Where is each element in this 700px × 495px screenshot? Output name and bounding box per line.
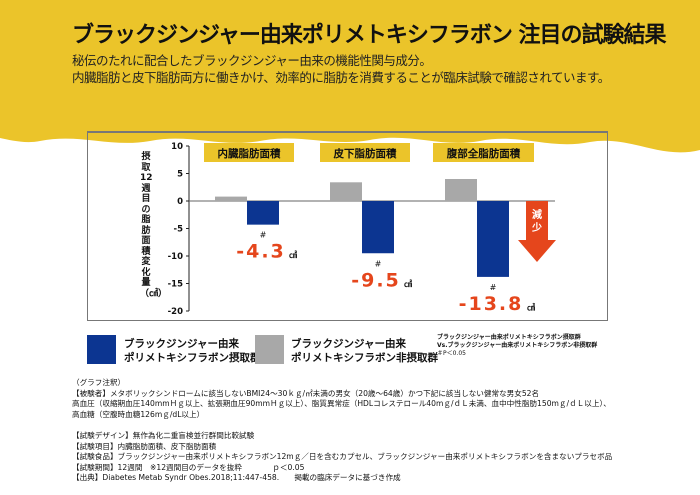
- category-label-box: [320, 143, 410, 162]
- y-tick-label: 0: [177, 197, 183, 207]
- y-tick-label: -10: [168, 252, 183, 262]
- y-tick-label: 10: [171, 142, 183, 152]
- intro-line: 秘伝のたれに配合したブラックジンジャー由来の機能性関与成分。: [72, 53, 432, 68]
- intro-text: 秘伝のたれに配合したブラックジンジャー由来の機能性関与成分。 内臓脂肪と皮下脂肪…: [72, 52, 610, 86]
- unit-label: ㎠: [404, 278, 412, 288]
- category-label: 内臓脂肪面積: [218, 147, 281, 160]
- footnote-line: 高血圧（収縮期血圧140mmＨｇ以上、拡張期血圧90mmＨｇ以上）、脂質異常症（…: [72, 399, 611, 409]
- bar-treated: [362, 201, 394, 254]
- footnotes: （グラフ注釈） 【被験者】メタボリックシンドロームに該当しないBMI24～30ｋｇ…: [72, 378, 612, 484]
- data-label: -9.5: [351, 269, 401, 291]
- legend-text: ブラックジンジャー由来: [124, 338, 239, 350]
- significance-mark: #: [260, 231, 267, 240]
- significance-note: ブラックジンジャー由来ポリメトキシフラボン摂取群 Vs.ブラックジンジャー由来ポリ…: [437, 334, 597, 358]
- category-label-box: [433, 143, 534, 162]
- significance-mark: #: [490, 283, 497, 292]
- footnote-line: 【出典】Diabetes Metab Syndr Obes.2018;11:44…: [72, 473, 401, 483]
- unit-label: ㎠: [527, 302, 535, 312]
- legend-text: ブラックジンジャー由来: [291, 338, 406, 350]
- legend-swatch-treated: [87, 335, 116, 364]
- note-line: ＃P＜0.05: [437, 350, 466, 357]
- unit-label: ㎠: [289, 250, 297, 260]
- footnote-line: [72, 420, 612, 431]
- legend-text: ポリメトキシフラボン非摂取群: [291, 352, 438, 364]
- footnote-line: 【試験期間】12週間 ※12週間目のデータを抜粋 ｐ＜0.05: [72, 462, 305, 472]
- footnote-line: （グラフ注釈）: [72, 378, 126, 387]
- bar-treated: [477, 201, 509, 277]
- y-tick-label: -20: [168, 307, 183, 317]
- data-label: -4.3: [236, 241, 286, 263]
- footnote-line: 【試験食品】ブラックジンジャー由来ポリメトキシフラボン12mｇ／日を含むカプセル…: [72, 452, 613, 462]
- chart-frame: [87, 131, 608, 321]
- legend-text: ポリメトキシフラボン摂取群: [124, 352, 261, 364]
- note-line: ブラックジンジャー由来ポリメトキシフラボン摂取群: [437, 334, 581, 341]
- y-tick-label: -5: [174, 225, 184, 235]
- bar-placebo: [445, 179, 477, 201]
- bar-placebo: [215, 196, 247, 201]
- category-label: 腹部全脂肪面積: [447, 147, 521, 160]
- footnote-line: 高血糖（空腹時血糖126mｇ/dL以上）: [72, 409, 205, 419]
- category-label-box: [204, 143, 294, 162]
- note-line: Vs.ブラックジンジャー由来ポリメトキシフラボン非摂取群: [437, 342, 598, 349]
- footnote-line: 【被験者】メタボリックシンドロームに該当しないBMI24～30ｋｇ/㎡未満の男女…: [72, 388, 540, 398]
- bar-treated: [247, 201, 279, 225]
- legend-placebo: ブラックジンジャー由来ポリメトキシフラボン非摂取群: [291, 337, 438, 365]
- y-axis-label: 摂取12週目の脂肪面積変化量（㎠）: [140, 152, 168, 299]
- page-title: ブラックジンジャー由来ポリメトキシフラボン 注目の試験結果: [72, 23, 667, 48]
- category-label: 皮下脂肪面積: [333, 147, 397, 160]
- legend-treated: ブラックジンジャー由来ポリメトキシフラボン摂取群: [124, 337, 261, 365]
- legend-swatch-placebo: [255, 335, 284, 364]
- arrow-label: 少: [531, 221, 542, 234]
- data-label: -13.8: [459, 293, 524, 315]
- y-tick-label: 5: [177, 170, 183, 180]
- footnote-line: 【試験デザイン】無作為化二重盲検並行群間比較試験: [72, 430, 255, 440]
- intro-line: 内臓脂肪と皮下脂肪両方に働きかけ、効率的に脂肪を消費することが臨床試験で確認され…: [72, 70, 610, 85]
- decrease-arrow-icon: [518, 201, 556, 262]
- y-tick-label: -15: [168, 280, 183, 290]
- bar-placebo: [330, 182, 362, 201]
- arrow-label: 減: [532, 208, 542, 221]
- significance-mark: #: [375, 259, 382, 268]
- footnote-line: 【試験項目】内臓脂肪面積、皮下脂肪面積: [72, 441, 217, 451]
